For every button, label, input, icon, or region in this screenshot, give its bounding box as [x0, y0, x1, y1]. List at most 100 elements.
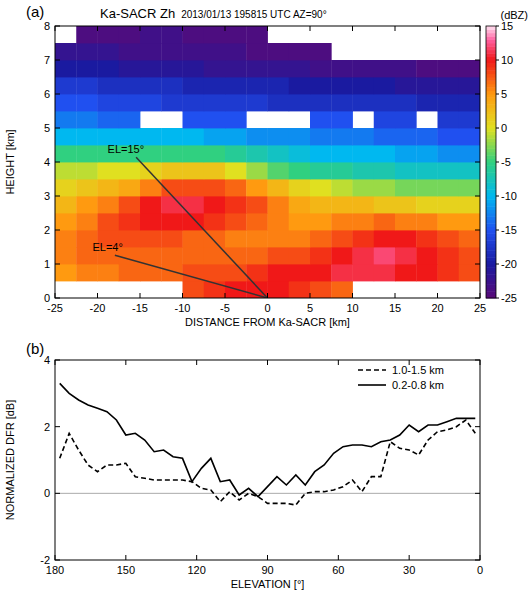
- heat-cell: [161, 162, 183, 179]
- y-tick-label: 1: [44, 258, 50, 270]
- x-tick: [437, 293, 438, 298]
- y-tick: [475, 426, 480, 427]
- heat-cell: [204, 213, 226, 230]
- colorbar-swatch: [486, 196, 496, 200]
- colorbar-tick-label: 0: [501, 122, 507, 134]
- heat-cell: [268, 94, 290, 111]
- heat-cell: [183, 213, 205, 230]
- colorbar-swatch: [486, 121, 496, 125]
- colorbar-swatch: [486, 104, 496, 108]
- colorbar-swatch: [486, 165, 496, 169]
- heat-cell: [268, 128, 290, 145]
- colorbar-swatch: [486, 94, 496, 98]
- colorbar-swatch: [486, 125, 496, 129]
- heat-cell: [310, 43, 332, 60]
- heat-cell: [268, 145, 290, 162]
- heat-cell: [331, 230, 353, 247]
- x-tick-label: -15: [132, 302, 148, 314]
- heat-cell: [246, 26, 268, 43]
- colorbar-swatch: [486, 240, 496, 244]
- x-tick: [97, 26, 98, 31]
- heat-cell: [374, 213, 396, 230]
- heat-cell: [204, 264, 226, 281]
- colorbar-swatch: [486, 281, 496, 285]
- heat-cell: [289, 264, 311, 281]
- colorbar-swatch: [486, 36, 496, 40]
- colorbar-swatch: [486, 210, 496, 214]
- y-tick-label: 6: [44, 88, 50, 100]
- heat-cell: [119, 196, 141, 213]
- heat-cell: [374, 60, 396, 77]
- x-tick: [140, 293, 141, 298]
- heat-cell: [183, 179, 205, 196]
- heat-cell: [119, 162, 141, 179]
- heat-cell: [183, 162, 205, 179]
- colorbar-swatch: [486, 199, 496, 203]
- y-tick-label: 4: [44, 354, 50, 366]
- colorbar-swatch: [486, 284, 496, 288]
- heat-cell: [438, 128, 460, 145]
- heat-cell: [416, 179, 438, 196]
- heat-cell: [246, 43, 268, 60]
- heat-cell: [310, 196, 332, 213]
- legend-label: 0.2-0.8 km: [392, 379, 444, 391]
- heat-cell: [161, 60, 183, 77]
- colorbar-tick: [496, 230, 499, 231]
- heat-cell: [459, 145, 480, 162]
- colorbar-swatch: [486, 87, 496, 91]
- heat-cell: [183, 26, 205, 43]
- colorbar-tick: [496, 298, 499, 299]
- heat-cell: [119, 77, 141, 94]
- heat-cell: [438, 145, 460, 162]
- heat-cell: [416, 94, 438, 111]
- heat-cell: [459, 213, 480, 230]
- heat-cell: [76, 145, 98, 162]
- colorbar-swatch: [486, 57, 496, 61]
- colorbar-frame: [486, 26, 496, 298]
- heat-cell: [98, 43, 120, 60]
- colorbar-swatch: [486, 250, 496, 254]
- heat-cell: [459, 162, 480, 179]
- heat-cell: [119, 264, 141, 281]
- colorbar-swatch: [486, 145, 496, 149]
- heat-cell: [98, 264, 120, 281]
- heat-cell: [438, 77, 460, 94]
- colorbar-swatch: [486, 189, 496, 193]
- colorbar-tick: [496, 26, 499, 27]
- x-tick-label: 120: [187, 564, 205, 576]
- heat-cell: [331, 128, 353, 145]
- y-tick-label: -2: [40, 554, 50, 566]
- heat-cell: [353, 247, 375, 264]
- heat-cell: [289, 247, 311, 264]
- colorbar-swatch: [486, 227, 496, 231]
- heat-cell: [416, 145, 438, 162]
- x-tick: [196, 555, 197, 560]
- heat-cell: [459, 230, 480, 247]
- heat-cell: [119, 213, 141, 230]
- colorbar-tick-label: 15: [501, 20, 513, 32]
- x-tick: [437, 26, 438, 31]
- cells: [55, 26, 480, 298]
- heat-cell: [246, 128, 268, 145]
- heat-cell: [438, 264, 460, 281]
- colorbar-tick-label: -25: [501, 292, 517, 304]
- colorbar-swatch: [486, 291, 496, 295]
- x-tick-label: 25: [474, 302, 486, 314]
- heat-cell: [353, 230, 375, 247]
- heat-cell: [395, 247, 417, 264]
- y-tick: [55, 60, 60, 61]
- heat-cell: [353, 128, 375, 145]
- heat-cell: [204, 94, 226, 111]
- heat-cell: [183, 43, 205, 60]
- heat-cell: [374, 247, 396, 264]
- heat-cell: [331, 281, 353, 298]
- colorbar-swatch: [486, 206, 496, 210]
- heat-cell: [438, 179, 460, 196]
- y-tick-label: 2: [44, 224, 50, 236]
- panel-label: (b): [26, 340, 44, 357]
- heat-cell: [98, 213, 120, 230]
- colorbar-swatch: [486, 118, 496, 122]
- heat-cell: [161, 145, 183, 162]
- heat-cell: [246, 247, 268, 264]
- x-tick-label: 5: [307, 302, 313, 314]
